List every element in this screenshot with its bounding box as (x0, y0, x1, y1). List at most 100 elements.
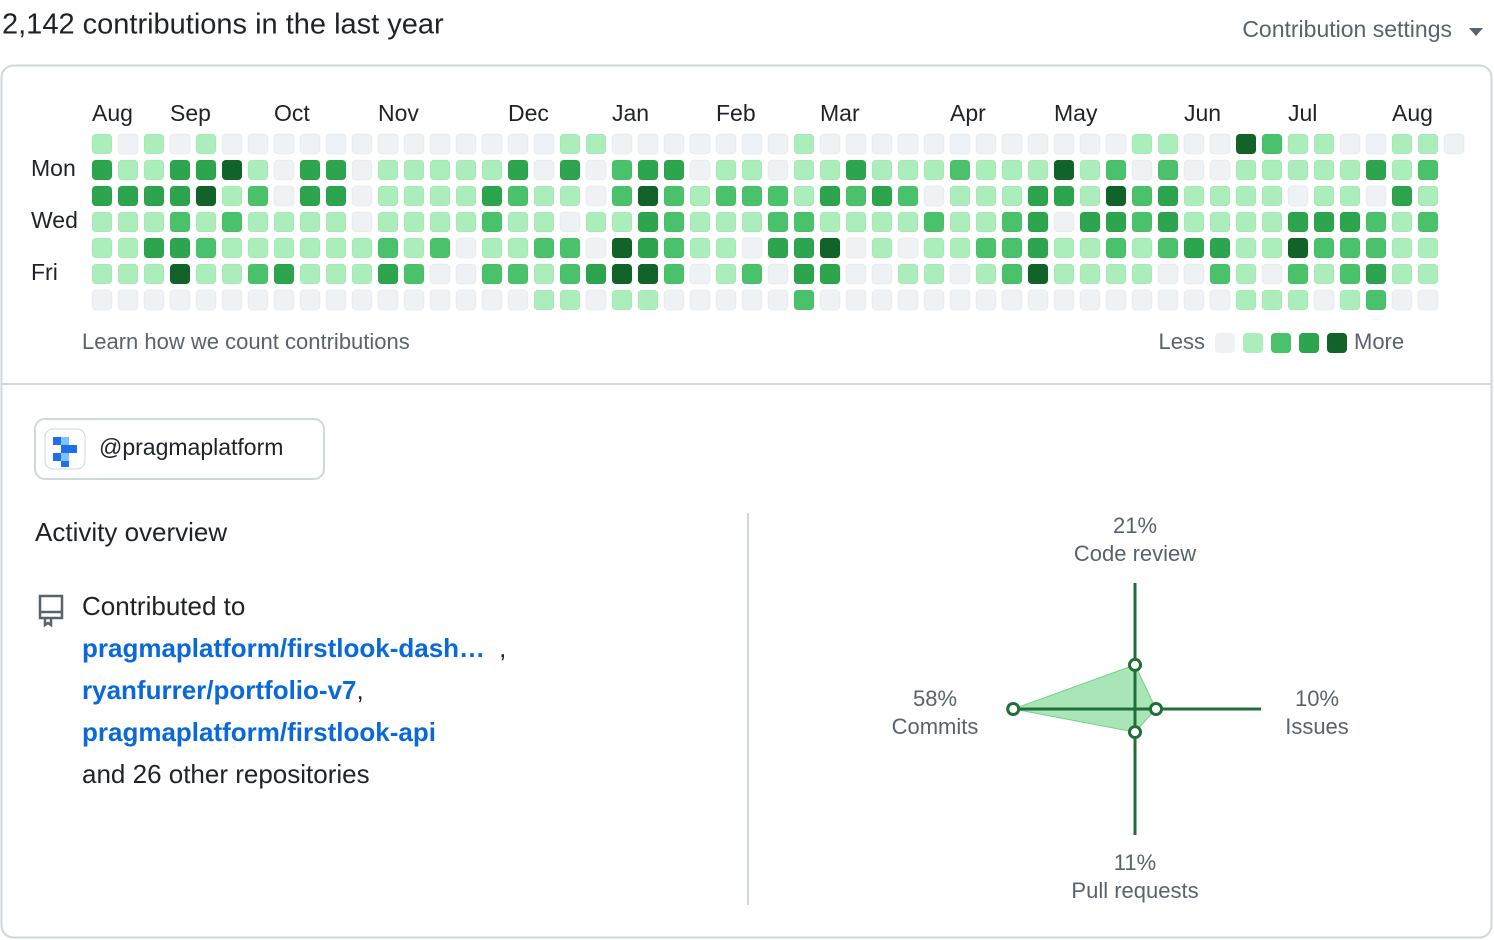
legend-more: More (1354, 329, 1404, 354)
day-cell (637, 185, 659, 207)
repo-icon (38, 594, 64, 628)
day-cell (715, 185, 737, 207)
day-cell (611, 133, 633, 155)
day-cell (871, 185, 893, 207)
day-cell (273, 237, 295, 259)
day-cell (611, 211, 633, 233)
day-cell (221, 289, 243, 311)
day-cell (273, 133, 295, 155)
day-cell (1365, 237, 1387, 259)
day-cell (169, 159, 191, 181)
day-cell (403, 185, 425, 207)
day-cell (663, 237, 685, 259)
day-cell (689, 159, 711, 181)
day-cell (689, 211, 711, 233)
day-cell (1001, 263, 1023, 285)
legend-swatch (1243, 333, 1263, 353)
day-cell (1261, 263, 1283, 285)
day-cell (169, 133, 191, 155)
day-cell (299, 263, 321, 285)
day-cell (91, 263, 113, 285)
day-cell (273, 289, 295, 311)
day-cell (1339, 159, 1361, 181)
month-label: Oct (274, 100, 310, 126)
learn-link[interactable]: Learn how we count contributions (82, 329, 410, 354)
day-cell (1365, 263, 1387, 285)
day-cell (429, 289, 451, 311)
day-cell (1209, 185, 1231, 207)
day-cell (819, 211, 841, 233)
day-cell (377, 133, 399, 155)
day-cell (897, 237, 919, 259)
day-cell (1339, 289, 1361, 311)
settings-button[interactable]: Contribution settings (1242, 16, 1483, 42)
day-cell (923, 159, 945, 181)
day-cell (1209, 133, 1231, 155)
day-cell (741, 263, 763, 285)
day-cell (689, 237, 711, 259)
day-cell (1313, 133, 1335, 155)
day-cell (689, 289, 711, 311)
day-cell (949, 159, 971, 181)
day-cell (1053, 289, 1075, 311)
legend-swatch (1215, 333, 1235, 353)
day-cell (1261, 133, 1283, 155)
org-button[interactable]: @pragmaplatform (34, 418, 325, 480)
day-cell (325, 263, 347, 285)
day-cell (91, 159, 113, 181)
day-cell (403, 133, 425, 155)
day-cell (1001, 237, 1023, 259)
day-cell (663, 263, 685, 285)
day-cell (1287, 133, 1309, 155)
day-cell (819, 159, 841, 181)
day-cell (1235, 159, 1257, 181)
day-cell (351, 289, 373, 311)
day-cell (351, 237, 373, 259)
day-cell (273, 159, 295, 181)
day-cell (143, 159, 165, 181)
day-cell (143, 133, 165, 155)
day-cell (819, 185, 841, 207)
day-cell (819, 237, 841, 259)
day-cell (1365, 159, 1387, 181)
day-cell (871, 211, 893, 233)
day-cell (585, 211, 607, 233)
day-cell (1417, 289, 1439, 311)
day-cell (1391, 263, 1413, 285)
day-cell (299, 289, 321, 311)
org-handle[interactable]: @pragmaplatform (99, 434, 283, 460)
org-button-frame[interactable] (34, 418, 325, 480)
day-cell (689, 263, 711, 285)
day-cell (1157, 159, 1179, 181)
day-cell (1235, 263, 1257, 285)
repo-link[interactable]: ryanfurrer/portfolio-v7 (82, 675, 357, 705)
caret (1469, 28, 1483, 36)
legend-swatch (1327, 333, 1347, 353)
repo-link[interactable]: pragmaplatform/firstlook-api (82, 717, 436, 747)
day-cell (1313, 263, 1335, 285)
day-cell (1313, 211, 1335, 233)
month-label: Nov (378, 100, 419, 126)
day-cell (169, 211, 191, 233)
day-cell (715, 159, 737, 181)
day-cell (897, 263, 919, 285)
day-cell (585, 263, 607, 285)
day-cell (377, 237, 399, 259)
settings-label[interactable]: Contribution settings (1242, 16, 1452, 42)
day-cell (1391, 185, 1413, 207)
day-cell (1235, 211, 1257, 233)
day-cell (793, 237, 815, 259)
day-cell (455, 211, 477, 233)
day-cell (585, 159, 607, 181)
day-cell (1235, 185, 1257, 207)
month-label: Sep (170, 100, 211, 126)
day-cell (741, 185, 763, 207)
radar-value-label: 11% (1114, 850, 1156, 875)
day-cell (507, 289, 529, 311)
repo-link[interactable]: pragmaplatform/firstlook-dash… (82, 633, 485, 663)
day-cell (143, 289, 165, 311)
day-cell (247, 237, 269, 259)
day-cell (325, 289, 347, 311)
day-cell (663, 211, 685, 233)
radar-point (1006, 702, 1021, 716)
